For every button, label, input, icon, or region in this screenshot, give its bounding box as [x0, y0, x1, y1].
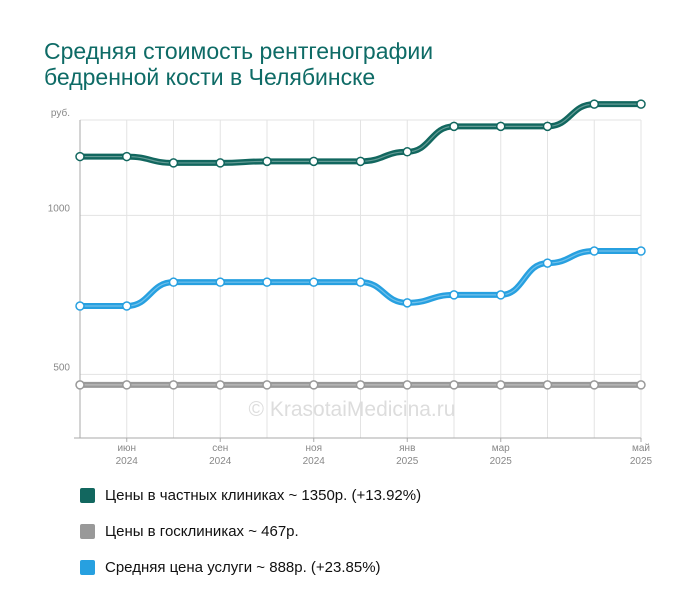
data-point-average — [168, 277, 179, 287]
data-point-private — [355, 156, 366, 167]
data-point-average — [542, 258, 553, 268]
data-point-public — [355, 380, 366, 390]
data-point-average — [496, 290, 506, 300]
x-tick-month: май — [632, 443, 650, 454]
data-point-private — [309, 156, 319, 167]
legend-swatch-average — [80, 559, 95, 575]
data-point-average — [402, 298, 412, 308]
x-tick-month: ноя — [306, 443, 323, 454]
data-point-private — [168, 158, 179, 168]
data-point-public — [309, 380, 319, 390]
legend-item-private[interactable]: Цены в частных клиниках ~ 1350р. (+13.92… — [80, 484, 421, 506]
line-chart: руб. 1000 500 июн 2024 сен 2024 ноя 2024 янв 2025 м… — [48, 99, 653, 467]
chart-title: Средняя стоимость рентгенографии бедренн… — [44, 38, 433, 90]
data-point-public — [449, 380, 459, 390]
watermark: © KrasotaiMedicina.ru — [249, 398, 456, 421]
data-point-public — [589, 380, 599, 390]
data-point-public — [215, 380, 225, 390]
x-tick-year: 2024 — [209, 456, 232, 467]
data-point-public — [402, 380, 412, 390]
x-tick-month: янв — [399, 443, 415, 454]
data-point-public — [168, 380, 179, 390]
data-point-public — [262, 380, 272, 390]
data-point-average — [449, 290, 459, 300]
data-point-private — [542, 121, 553, 132]
data-point-private — [122, 151, 132, 162]
data-point-average — [636, 246, 646, 256]
data-point-private — [636, 99, 646, 109]
legend-label-private: Цены в частных клиниках ~ 1350р. (+13.92… — [105, 486, 422, 504]
data-point-public — [636, 380, 646, 390]
chart-title-line-1: Средняя стоимость рентгенографии — [44, 38, 434, 64]
y-tick-label: руб. — [51, 107, 70, 119]
data-point-private — [449, 121, 459, 132]
chart-legend: Цены в частных клиниках ~ 1350р. (+13.92… — [80, 484, 421, 592]
data-point-public — [542, 380, 553, 390]
data-point-average — [355, 277, 366, 287]
data-point-average — [309, 277, 319, 287]
chart-title-line-2: бедренной кости в Челябинске — [44, 64, 376, 90]
x-tick-month: сен — [212, 443, 228, 454]
data-point-average — [122, 301, 132, 311]
legend-label-public: Цены в госклиниках ~ 467р. — [105, 522, 299, 540]
x-tick-year: 2025 — [490, 456, 513, 467]
data-point-average — [75, 301, 85, 311]
data-point-private — [402, 147, 412, 157]
data-point-private — [496, 121, 506, 132]
legend-swatch-public — [80, 523, 95, 539]
data-point-average — [215, 277, 225, 287]
legend-item-public[interactable]: Цены в госклиниках ~ 467р. — [80, 520, 421, 542]
y-tick-label: 500 — [53, 362, 70, 373]
x-tick-year: 2024 — [116, 456, 139, 467]
data-point-private — [75, 151, 85, 162]
x-tick-year: 2024 — [303, 456, 326, 467]
data-point-private — [262, 156, 272, 167]
x-tick-month: мар — [492, 443, 510, 454]
legend-swatch-private — [80, 487, 95, 503]
x-tick-year: 2025 — [396, 456, 419, 467]
data-point-average — [589, 246, 599, 256]
legend-item-average[interactable]: Средняя цена услуги ~ 888р. (+23.85%) — [80, 556, 421, 578]
y-tick-label: 1000 — [48, 203, 71, 214]
data-point-private — [215, 158, 225, 168]
legend-label-average: Средняя цена услуги ~ 888р. (+23.85%) — [105, 558, 381, 576]
data-point-public — [75, 380, 85, 390]
data-point-average — [262, 277, 272, 287]
x-tick-month: июн — [117, 443, 136, 454]
data-point-public — [496, 380, 506, 390]
x-tick-year: 2025 — [630, 456, 653, 467]
data-point-public — [122, 380, 132, 390]
data-point-private — [589, 99, 599, 109]
